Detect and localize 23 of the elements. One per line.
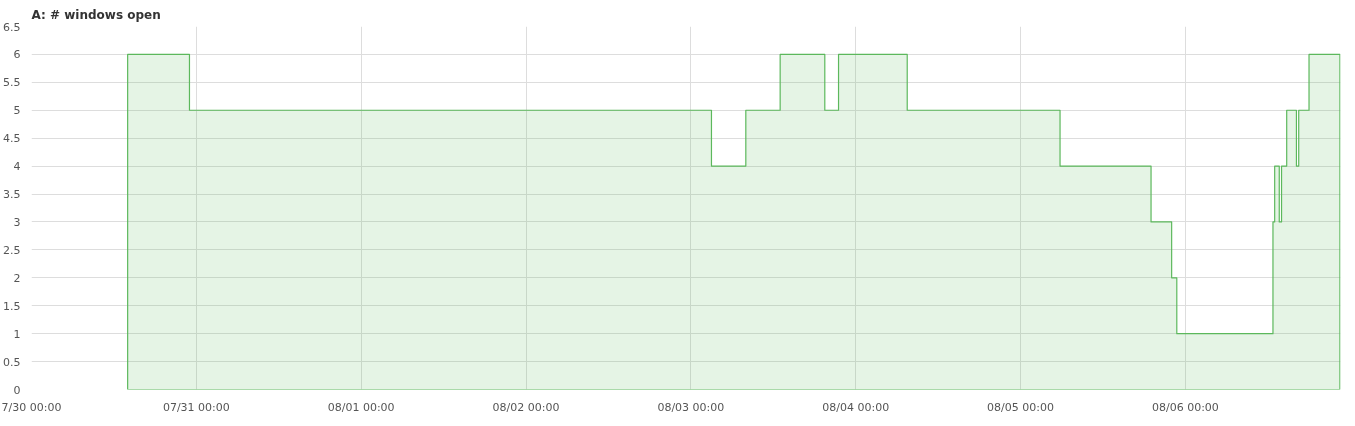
y-tick-label: 2 — [13, 271, 21, 285]
y-tick-label: 4.5 — [3, 132, 21, 146]
x-tick-label: 08/06 00:00 — [1151, 400, 1219, 414]
y-tick-label: 3 — [13, 215, 21, 229]
y-tick-label: 1 — [13, 327, 21, 341]
y-tick-label: 0 — [13, 383, 21, 397]
x-tick-label: 07/31 00:00 — [162, 400, 230, 414]
y-tick-label: 5 — [13, 104, 21, 118]
y-tick-label: 6 — [13, 48, 21, 62]
x-tick-label: 08/01 00:00 — [327, 400, 395, 414]
x-tick-label: 08/02 00:00 — [492, 400, 560, 414]
y-tick-label: 3.5 — [3, 188, 21, 202]
x-tick-label: 08/05 00:00 — [987, 400, 1055, 414]
y-tick-label: 5.5 — [3, 76, 21, 90]
chart-title: A: # windows open — [31, 7, 161, 22]
y-tick-label: 6.5 — [3, 20, 21, 34]
y-tick-label: 0.5 — [3, 355, 21, 369]
x-tick-label: 08/04 00:00 — [822, 400, 890, 414]
y-tick-label: 1.5 — [3, 299, 21, 313]
y-tick-label: 4 — [13, 160, 21, 174]
x-tick-label: 08/03 00:00 — [657, 400, 725, 414]
y-tick-label: 2.5 — [3, 243, 21, 257]
x-tick-label: 7/30 00:00 — [1, 400, 62, 414]
